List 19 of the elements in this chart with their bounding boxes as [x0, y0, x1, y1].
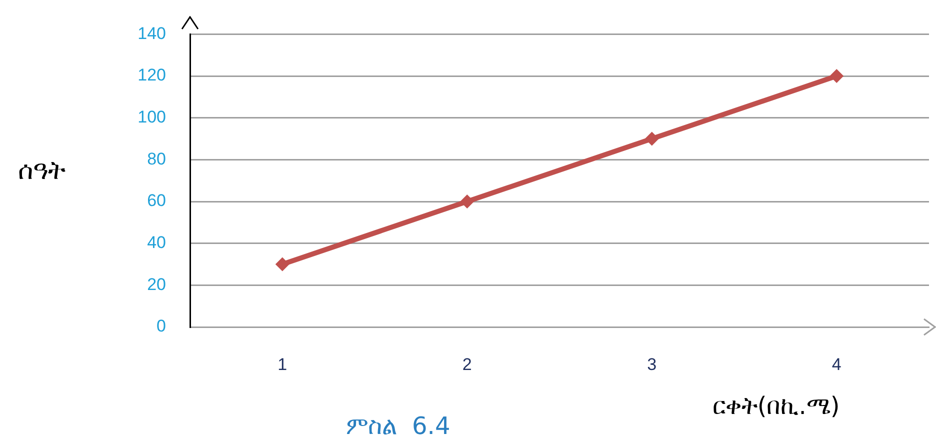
x-axis-title: ርቀት(በኪ.ሜ)	[712, 392, 840, 420]
x-tick-label: 3	[647, 354, 657, 374]
x-tick-label: 2	[462, 354, 472, 374]
y-tick-label: 40	[147, 233, 166, 252]
y-tick-label: 100	[138, 108, 166, 127]
point	[460, 194, 474, 209]
y-tick-label: 140	[138, 24, 166, 43]
x-tick-label: 4	[832, 354, 842, 374]
text: ምስል 6.4	[346, 412, 450, 440]
y-axis-title: ሰዓት	[18, 156, 66, 186]
y-tick-label: 0	[156, 316, 166, 336]
x-tick-label: 1	[278, 354, 288, 374]
point	[275, 257, 290, 272]
point	[830, 69, 844, 84]
y-tick-label: 120	[138, 66, 166, 85]
point	[644, 132, 659, 146]
y-tick-label: 60	[147, 191, 166, 210]
y-tick-label: 80	[147, 149, 166, 168]
y-tick-label: 20	[147, 274, 166, 294]
